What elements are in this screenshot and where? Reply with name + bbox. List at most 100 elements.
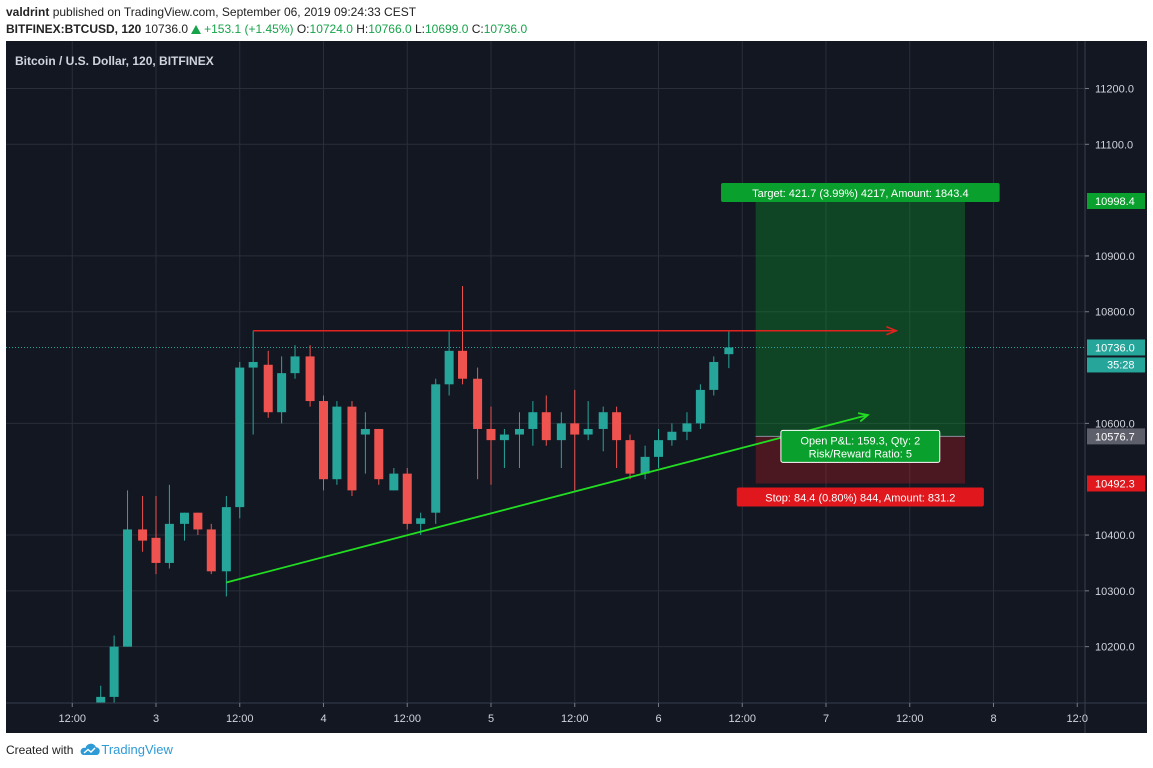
x-tick-label: 12:00 <box>728 713 756 725</box>
candle-up <box>179 512 189 541</box>
candle-body <box>583 428 593 435</box>
candle-body <box>667 431 677 441</box>
x-tick-label: 12:00 <box>561 713 589 725</box>
candle-body <box>179 512 189 524</box>
candle-body <box>360 428 370 435</box>
candle-up <box>248 330 258 435</box>
close-value: 10736.0 <box>483 22 528 36</box>
price-tag-bg <box>1087 428 1145 445</box>
author-name[interactable]: valdrint <box>6 5 50 19</box>
countdown-text: 35:28 <box>1107 359 1135 371</box>
x-tick-label: 8 <box>990 713 996 725</box>
candle-body <box>347 406 357 491</box>
target-label-box <box>721 183 1000 202</box>
position-labels: Target: 421.7 (3.99%) 4217, Amount: 1843… <box>721 183 1000 507</box>
candle-up <box>499 428 509 469</box>
candle-body <box>709 361 719 390</box>
candle-body <box>109 646 119 697</box>
candle-up <box>598 406 608 452</box>
candle-body <box>541 412 551 441</box>
price-tag-entry: 10576.7 <box>1087 428 1145 445</box>
candle-down <box>151 495 161 575</box>
candle-down <box>193 512 203 536</box>
price-tag-stop: 10492.3 <box>1087 475 1145 492</box>
y-tick-label: 11100.0 <box>1095 139 1133 151</box>
candle-down <box>473 367 483 480</box>
candle-up <box>290 345 300 379</box>
y-tick-label: 11200.0 <box>1095 83 1134 95</box>
candle-body <box>138 529 148 541</box>
candle-up <box>235 361 245 519</box>
candle-body <box>640 456 650 474</box>
chart-background <box>6 41 1147 733</box>
candle-body <box>164 523 174 563</box>
candle-body <box>458 350 468 379</box>
x-tick-label: 7 <box>823 713 829 725</box>
candle-up <box>109 635 119 703</box>
candle-body <box>389 473 399 491</box>
candle-up <box>389 468 399 491</box>
time-axis[interactable]: 12:00 3 12:00 4 12:00 5 12:00 6 12:00 7 12:00 8 12:0 <box>58 703 1088 725</box>
grid <box>6 41 1085 703</box>
candle-body <box>290 356 300 374</box>
open-label: O: <box>296 22 310 36</box>
chart-title: Bitcoin / U.S. Dollar, 120, BITFINEX <box>15 54 214 68</box>
candle-body <box>123 529 133 647</box>
candle-up <box>444 330 454 396</box>
candle-body <box>277 373 287 413</box>
high-label: H: <box>356 22 369 36</box>
candle-up <box>682 412 692 441</box>
cloud-icon <box>80 743 101 755</box>
candles <box>96 286 734 703</box>
candle-body <box>332 406 342 480</box>
price-chart[interactable]: Target: 421.7 (3.99%) 4217, Amount: 1843… <box>0 0 1153 738</box>
candle-down <box>612 406 622 469</box>
open-value: 10724.0 <box>309 22 353 36</box>
x-tick-label: 12:00 <box>226 713 254 725</box>
y-tick-label: 10800.0 <box>1095 307 1135 319</box>
candle-body <box>654 440 663 457</box>
candle-down <box>570 389 580 491</box>
trend-arrow-icon <box>857 412 870 423</box>
trend-line <box>226 414 869 584</box>
candle-body <box>499 434 509 441</box>
candle-body <box>374 428 384 480</box>
candle-up <box>332 401 342 485</box>
footer: Created with TradingView <box>6 742 173 757</box>
candle-body <box>473 378 483 429</box>
candle-body <box>598 412 608 429</box>
x-tick-label: 12:0 <box>1067 713 1088 725</box>
candle-down <box>347 401 357 496</box>
x-tick-label: 5 <box>488 713 494 725</box>
candle-up <box>556 412 566 469</box>
candle-up <box>709 356 719 396</box>
candle-body <box>625 440 635 474</box>
candle-up <box>221 495 231 597</box>
candle-body <box>305 356 315 402</box>
candle-down <box>305 345 315 407</box>
up-arrow-icon <box>191 25 202 34</box>
y-tick-label: 10300.0 <box>1095 586 1135 598</box>
price-axis[interactable]: 11200.0 11100.0 10900.0 10800.0 10600.0 10400… <box>1085 83 1145 654</box>
x-tick-label: 6 <box>655 713 661 725</box>
price-tag-text: 10576.7 <box>1095 431 1135 443</box>
candle-down <box>206 523 216 575</box>
countdown-bg <box>1087 357 1145 373</box>
candle-body <box>96 696 106 703</box>
candle-body <box>556 423 566 441</box>
candle-down <box>625 434 635 480</box>
price-tag-bg <box>1087 339 1145 356</box>
tradingview-logo[interactable]: TradingView <box>77 742 173 757</box>
candle-up <box>164 484 174 569</box>
brand-name: TradingView <box>101 742 173 757</box>
pnl-label-text: Risk/Reward Ratio: 5 <box>809 448 912 460</box>
published-text: published on TradingView.com, September … <box>52 5 417 19</box>
candle-body <box>528 412 538 429</box>
close-label: C: <box>471 22 484 36</box>
candle-up <box>360 412 370 474</box>
created-with-text: Created with <box>6 742 74 757</box>
x-tick-label: 12:00 <box>896 713 924 725</box>
stop-label-text: Stop: 84.4 (0.80%) 844, Amount: 831.2 <box>765 493 955 505</box>
y-tick-label: 10200.0 <box>1095 642 1135 654</box>
candle-up <box>724 330 734 369</box>
